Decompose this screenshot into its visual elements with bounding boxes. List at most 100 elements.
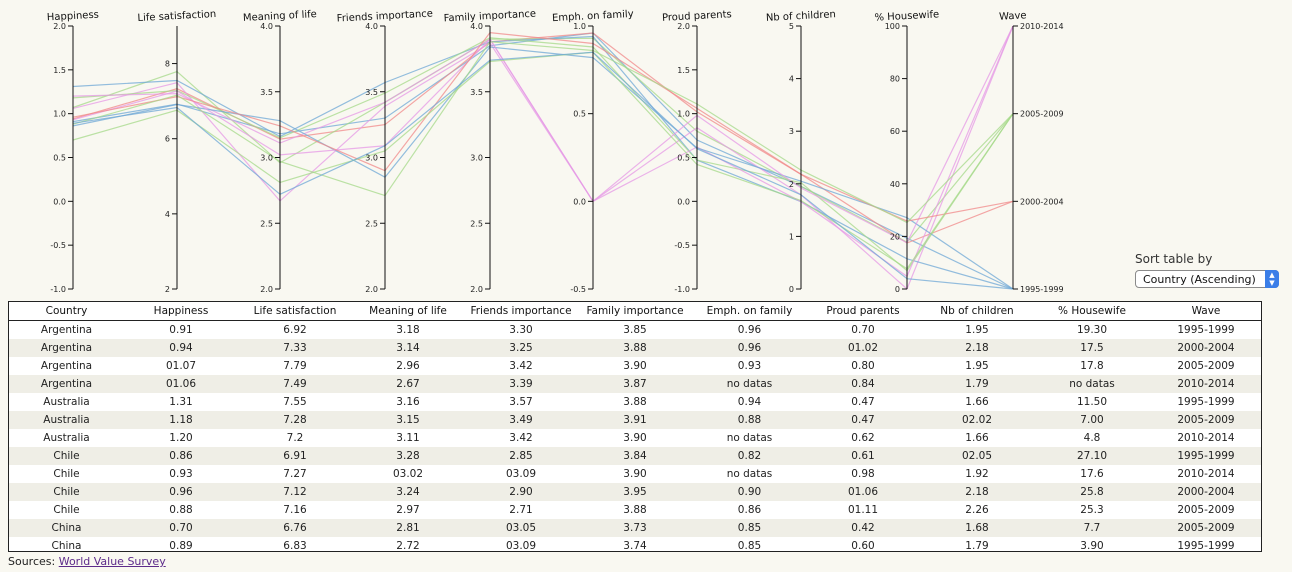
column-header[interactable]: Meaning of life <box>352 302 464 321</box>
table-cell: 7.55 <box>238 393 352 411</box>
table-cell: Australia <box>9 411 124 429</box>
tick-label: 2.0 <box>53 22 66 31</box>
table-cell: 17.8 <box>1035 357 1149 375</box>
axis-title[interactable]: Family importance <box>443 9 536 25</box>
axis-title[interactable]: Emph. on family <box>552 9 634 24</box>
table-cell: 1.79 <box>919 375 1035 393</box>
tick-label: 40 <box>890 180 900 189</box>
axis-title[interactable]: Nb of children <box>766 9 836 24</box>
axis-title[interactable]: Life satisfaction <box>137 9 216 24</box>
table-cell: 25.8 <box>1035 483 1149 501</box>
table-cell: 1995-1999 <box>1149 447 1261 465</box>
tick-label: 1995-1999 <box>1020 285 1064 294</box>
tick-label: 4 <box>789 75 794 84</box>
sources-link[interactable]: World Value Survey <box>58 555 166 568</box>
tick-label: 1 <box>789 232 794 241</box>
column-header[interactable]: % Housewife <box>1035 302 1149 321</box>
column-header[interactable]: Family importance <box>578 302 692 321</box>
table-row: Argentina 0.94 7.33 3.14 3.25 3.88 0.96 01.02 2.… <box>9 339 1261 357</box>
table-cell: 0.89 <box>124 537 238 551</box>
column-header[interactable]: Proud parents <box>807 302 919 321</box>
table-cell: 3.42 <box>464 357 578 375</box>
table-cell: 3.57 <box>464 393 578 411</box>
table-cell: 3.18 <box>352 320 464 339</box>
column-header[interactable]: Happiness <box>124 302 238 321</box>
table-cell: 6.83 <box>238 537 352 551</box>
table-cell: 03.09 <box>464 465 578 483</box>
tick-label: 2010-2014 <box>1020 22 1064 31</box>
tick-label: 3.5 <box>470 88 483 97</box>
axis-title[interactable]: Happiness <box>47 10 100 24</box>
table-cell: 3.16 <box>352 393 464 411</box>
table-cell: 7.7 <box>1035 519 1149 537</box>
table-cell: 0.94 <box>692 393 807 411</box>
column-header[interactable]: Nb of children <box>919 302 1035 321</box>
tick-label: 3.5 <box>260 88 273 97</box>
table-cell: Chile <box>9 465 124 483</box>
tick-label: 5 <box>789 22 794 31</box>
axis-title[interactable]: Proud parents <box>662 9 732 24</box>
table-row: Argentina 01.07 7.79 2.96 3.42 3.90 0.93 0.80 1.… <box>9 357 1261 375</box>
column-header[interactable]: Country <box>9 302 124 321</box>
series-line <box>72 25 1014 291</box>
table-cell: 2.97 <box>352 501 464 519</box>
sort-select-value: Country (Ascending) <box>1143 273 1256 286</box>
table-cell: 0.90 <box>692 483 807 501</box>
column-header[interactable]: Life satisfaction <box>238 302 352 321</box>
table-cell: Argentina <box>9 375 124 393</box>
table-cell: 1.66 <box>919 393 1035 411</box>
table-cell: 0.98 <box>807 465 919 483</box>
tick-label: 1.5 <box>53 66 66 75</box>
table-cell: 0.82 <box>692 447 807 465</box>
table-cell: Australia <box>9 393 124 411</box>
table-cell: 1995-1999 <box>1149 537 1261 551</box>
table-cell: 1.79 <box>919 537 1035 551</box>
table-cell: 6.76 <box>238 519 352 537</box>
table-cell: 17.6 <box>1035 465 1149 483</box>
column-header[interactable]: Emph. on family <box>692 302 807 321</box>
table-cell: 3.30 <box>464 320 578 339</box>
table-cell: 3.88 <box>578 501 692 519</box>
tick-label: 4.0 <box>470 22 483 31</box>
table-cell: 2.96 <box>352 357 464 375</box>
axis-title[interactable]: Wave <box>999 10 1027 22</box>
tick-label: 2 <box>165 285 170 294</box>
table-cell: 3.90 <box>578 465 692 483</box>
table-cell: 1995-1999 <box>1149 393 1261 411</box>
tick-label: 100 <box>885 22 900 31</box>
axis-title[interactable]: Meaning of life <box>243 9 317 24</box>
tick-label: 3.0 <box>470 154 483 163</box>
table-cell: 3.25 <box>464 339 578 357</box>
column-header[interactable]: Friends importance <box>464 302 578 321</box>
table-cell: 0.86 <box>692 501 807 519</box>
tick-label: 60 <box>890 127 900 136</box>
table-cell: 0.47 <box>807 393 919 411</box>
table-cell: 7.79 <box>238 357 352 375</box>
sort-select[interactable]: Country (Ascending) ▲ ▼ <box>1135 270 1279 288</box>
tick-label: 2.5 <box>365 219 378 228</box>
table-cell: 11.50 <box>1035 393 1149 411</box>
table-cell: 1.66 <box>919 429 1035 447</box>
select-arrows-icon[interactable]: ▲ ▼ <box>1265 270 1279 288</box>
table-cell: 1.18 <box>124 411 238 429</box>
table-cell: 7.16 <box>238 501 352 519</box>
table-cell: 0.96 <box>692 320 807 339</box>
table-cell: 0.70 <box>807 320 919 339</box>
table-cell: 7.49 <box>238 375 352 393</box>
table-cell: 3.90 <box>578 429 692 447</box>
table-cell: Argentina <box>9 357 124 375</box>
tick-label: -1.0 <box>50 285 66 294</box>
series-line <box>72 31 1014 222</box>
table-cell: 0.91 <box>124 320 238 339</box>
table-cell: 3.88 <box>578 339 692 357</box>
column-header[interactable]: Wave <box>1149 302 1261 321</box>
tick-label: 8 <box>165 60 170 69</box>
table-cell: 1.95 <box>919 357 1035 375</box>
table-cell: 02.05 <box>919 447 1035 465</box>
tick-label: 6 <box>165 135 170 144</box>
table-cell: 19.30 <box>1035 320 1149 339</box>
axis-title[interactable]: % Housewife <box>874 9 939 23</box>
sort-label: Sort table by <box>1135 252 1213 266</box>
tick-label: 2.5 <box>470 219 483 228</box>
axis-title[interactable]: Friends importance <box>337 8 434 24</box>
